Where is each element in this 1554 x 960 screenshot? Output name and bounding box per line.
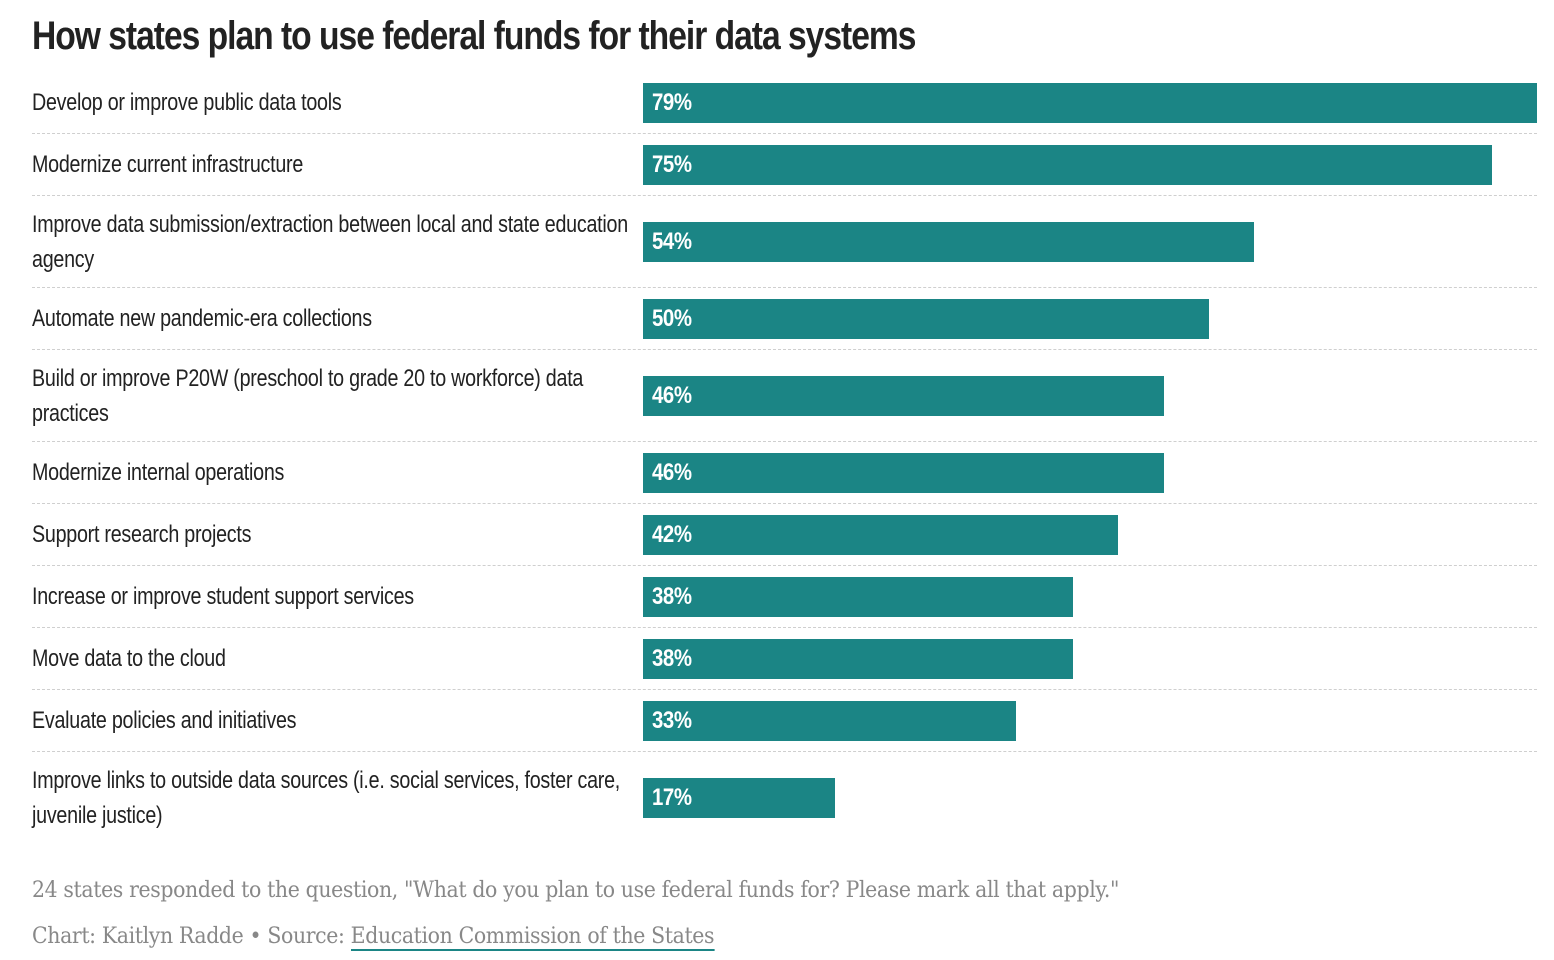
chart-description: 24 states responded to the question, "Wh… — [32, 878, 1120, 903]
data-label: 75% — [652, 151, 692, 178]
data-label: 17% — [652, 784, 692, 811]
category-label: Automate new pandemic-era collections — [32, 305, 372, 332]
category-label: Increase or improve student support serv… — [32, 583, 414, 610]
data-label: 38% — [652, 645, 692, 672]
bar-row: Automate new pandemic-era collections 50% — [32, 288, 1537, 350]
chart-credits: Chart: Kaitlyn Radde • Source: Education… — [32, 914, 1119, 960]
chart-credit: Chart: Kaitlyn Radde — [32, 924, 244, 949]
bar: 38% — [643, 639, 1073, 679]
chart-title: How states plan to use federal funds for… — [32, 14, 916, 58]
category-label: Modernize current infrastructure — [32, 151, 304, 178]
bar-row: Modernize current infrastructure 75% — [32, 134, 1537, 196]
bar: 46% — [643, 376, 1164, 416]
bar: 38% — [643, 577, 1073, 617]
bar: 42% — [643, 515, 1118, 555]
data-label: 42% — [652, 521, 692, 548]
bar-row: Increase or improve student support serv… — [32, 566, 1537, 628]
bar-row: Develop or improve public data tools 79% — [32, 72, 1537, 134]
bar: 50% — [643, 299, 1209, 339]
data-label: 79% — [652, 89, 692, 116]
bar: 46% — [643, 453, 1164, 493]
bar-row: Build or improve P20W (preschool to grad… — [32, 350, 1537, 442]
category-label: Improve data submission/extraction betwe… — [32, 211, 628, 273]
data-label: 50% — [652, 305, 692, 332]
category-label: Modernize internal operations — [32, 459, 285, 486]
bar: 75% — [643, 145, 1492, 185]
category-label: Evaluate policies and initiatives — [32, 707, 297, 734]
category-label: Move data to the cloud — [32, 645, 226, 672]
bar-row: Improve data submission/extraction betwe… — [32, 196, 1537, 288]
bar-row: Support research projects 42% — [32, 504, 1537, 566]
credit-separator: • — [243, 924, 268, 949]
category-label: Support research projects — [32, 521, 252, 548]
bar-row: Move data to the cloud 38% — [32, 628, 1537, 690]
source-link[interactable]: Education Commission of the States — [350, 924, 715, 951]
category-label: Develop or improve public data tools — [32, 89, 342, 116]
bar-row: Improve links to outside data sources (i… — [32, 752, 1537, 843]
bar: 33% — [643, 701, 1016, 741]
data-label: 33% — [652, 707, 692, 734]
chart-notes: 24 states responded to the question, "Wh… — [32, 868, 1119, 960]
data-label: 46% — [652, 459, 692, 486]
bar: 17% — [643, 778, 835, 818]
data-label: 54% — [652, 228, 692, 255]
data-label: 46% — [652, 382, 692, 409]
data-label: 38% — [652, 583, 692, 610]
bar-chart: Develop or improve public data tools 79% M… — [32, 72, 1537, 843]
bar-row: Modernize internal operations 46% — [32, 442, 1537, 504]
bar: 54% — [643, 222, 1254, 262]
bar-row: Evaluate policies and initiatives 33% — [32, 690, 1537, 752]
category-label: Build or improve P20W (preschool to grad… — [32, 365, 584, 427]
category-label: Improve links to outside data sources (i… — [32, 767, 621, 829]
source-prefix: Source: — [267, 924, 351, 949]
bar: 79% — [643, 83, 1537, 123]
